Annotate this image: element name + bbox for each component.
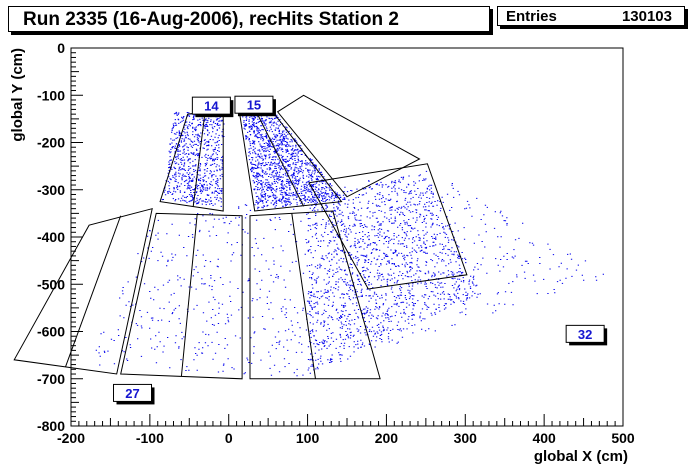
hits-ring1-right xyxy=(241,111,344,210)
chamber-label: 32 xyxy=(578,327,592,342)
x-tick-label: 100 xyxy=(296,430,320,446)
y-tick-label: -300 xyxy=(37,182,65,198)
y-tick-label: -800 xyxy=(37,418,65,434)
x-tick-label: 200 xyxy=(375,430,399,446)
chamber-outer-28 xyxy=(120,212,243,380)
chamber-outer-outer xyxy=(308,163,468,290)
chamber-label: 15 xyxy=(247,98,261,113)
chamber-outer-29 xyxy=(249,210,381,380)
x-tick-label: -200 xyxy=(57,430,85,446)
stats-box: Entries 130103 xyxy=(497,6,685,26)
x-tick-label: 500 xyxy=(611,430,635,446)
chamber-inner-16 xyxy=(276,94,421,198)
chamber-label-box xyxy=(191,96,231,115)
chart-title: Run 2335 (16-Aug-2006), recHits Station … xyxy=(8,6,490,32)
hit-markers xyxy=(95,110,604,377)
divider-outer-28-0 xyxy=(180,214,198,377)
stats-value: 130103 xyxy=(621,8,672,25)
x-tick-label: 400 xyxy=(532,430,556,446)
hits-ring1-left xyxy=(161,110,226,207)
divider-inner-15-0 xyxy=(255,111,305,207)
chamber-labels: 14 15 27 32 xyxy=(113,95,608,405)
divider-inner-14-0 xyxy=(192,111,206,207)
y-tick-label: -100 xyxy=(37,87,65,103)
chamber-label-box xyxy=(565,324,605,343)
chamber-outlines xyxy=(13,94,468,380)
stats-label: Entries xyxy=(506,8,557,25)
x-axis-label: global X (cm) xyxy=(534,448,628,465)
chamber-label: 14 xyxy=(204,99,219,114)
y-tick-label: -600 xyxy=(37,324,65,340)
divider-outer-27-0 xyxy=(65,215,122,368)
y-tick-label: -200 xyxy=(37,135,65,151)
y-tick-label: -700 xyxy=(37,371,65,387)
chamber-label-box xyxy=(113,383,153,402)
axes: -200 -100 0 100 200 300 400 500 0 -100 -200 -300 -40… xyxy=(37,40,635,446)
y-tick-label: -500 xyxy=(37,276,65,292)
x-tick-label: 300 xyxy=(454,430,478,446)
x-tick-label: 0 xyxy=(225,430,233,446)
divider-outer-29-0 xyxy=(291,213,316,379)
x-tick-label: -100 xyxy=(136,430,164,446)
y-tick-label: 0 xyxy=(57,40,65,56)
chamber-label: 27 xyxy=(125,386,139,401)
chamber-label-box xyxy=(234,95,274,114)
y-tick-label: -400 xyxy=(37,229,65,245)
y-axis-label: global Y (cm) xyxy=(9,48,26,142)
chamber-outer-27 xyxy=(13,208,153,375)
